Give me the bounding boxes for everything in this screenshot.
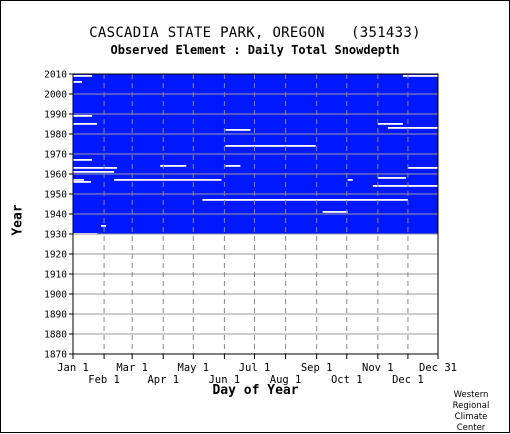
missing-data-gap <box>402 75 438 77</box>
y-tick-label: 1880 <box>44 330 67 341</box>
chart-title: CASCADIA STATE PARK, OREGON (351433) <box>89 25 421 41</box>
y-tick-label: 1900 <box>44 290 67 301</box>
y-tick-label: 1950 <box>44 190 67 201</box>
credit-line: Center <box>456 423 486 433</box>
x-tick-label: Feb 1 <box>88 374 120 386</box>
missing-data-gap <box>73 179 85 181</box>
credit-text: Western Regional Climate Center <box>446 390 496 434</box>
chart-subtitle: Observed Element : Daily Total Snowdepth <box>110 43 400 57</box>
x-tick-label: Jan 1 <box>57 362 89 374</box>
missing-data-gap <box>407 167 438 169</box>
missing-data-gap <box>160 165 187 167</box>
missing-data-gap <box>225 145 316 147</box>
x-tick-label: Aug 1 <box>270 374 302 386</box>
missing-data-gap <box>202 199 408 201</box>
x-tick-label: Apr 1 <box>147 374 179 386</box>
x-tick-label: Jul 1 <box>239 362 271 374</box>
missing-data-gap <box>73 75 93 77</box>
missing-data-gap <box>114 179 222 181</box>
missing-data-gap <box>73 159 93 161</box>
missing-data-gap <box>347 179 353 181</box>
y-tick-label: 1980 <box>44 130 67 141</box>
x-tick-label: Nov 1 <box>362 362 394 374</box>
x-tick-label: Sep 1 <box>301 362 333 374</box>
missing-data-gap <box>372 185 438 187</box>
x-tick-label: Jun 1 <box>209 374 241 386</box>
missing-data-gap <box>73 123 98 125</box>
y-tick-label: 1870 <box>44 350 67 361</box>
credit-line: Climate <box>454 412 488 422</box>
missing-data-gap <box>377 123 403 125</box>
missing-data-gap <box>101 225 107 227</box>
x-tick-label: Mar 1 <box>116 362 148 374</box>
missing-data-gap <box>322 211 348 213</box>
y-tick-label: 1890 <box>44 310 67 321</box>
missing-data-gap <box>73 81 83 83</box>
missing-data-gap <box>73 171 115 173</box>
y-tick-label: 1990 <box>44 110 67 121</box>
missing-data-gap <box>73 167 118 169</box>
x-tick-label: Dec 1 <box>392 374 424 386</box>
credit-line: Regional <box>452 401 490 411</box>
missing-data-gap <box>73 115 93 117</box>
missing-data-gap <box>225 165 241 167</box>
missing-data-gap <box>225 129 251 131</box>
x-tick-label: May 1 <box>178 362 210 374</box>
y-tick-label: 1940 <box>44 210 67 221</box>
missing-data-gap <box>377 177 406 179</box>
y-tick-label: 2000 <box>44 90 67 101</box>
x-tick-label: Dec 31 <box>419 362 457 374</box>
plot-border <box>72 73 439 355</box>
y-tick-label: 1960 <box>44 170 67 181</box>
y-tick-label: 1970 <box>44 150 67 161</box>
y-tick-label: 2010 <box>44 70 67 81</box>
y-tick-label: 1930 <box>44 230 67 241</box>
x-tick-label: Oct 1 <box>331 374 363 386</box>
missing-data-gap <box>387 127 438 129</box>
missing-data-gap <box>73 181 92 183</box>
credit-line: Western <box>453 390 489 400</box>
y-tick-label: 1910 <box>44 270 67 281</box>
y-tick-label: 1920 <box>44 250 67 261</box>
x-axis-label: Day of Year <box>212 383 299 398</box>
